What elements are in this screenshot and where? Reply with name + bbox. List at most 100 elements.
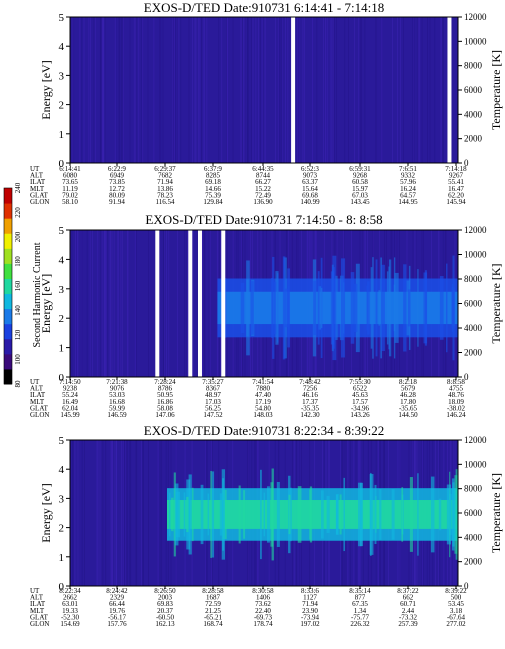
y-right-axis-label: Temperature [K] [489, 263, 503, 343]
texture-line [442, 17, 444, 163]
signal-band [167, 468, 459, 561]
texture-line [421, 17, 423, 163]
texture-line [197, 230, 199, 377]
band-streak [186, 496, 189, 533]
table-cell: 2003 [158, 594, 173, 602]
table-cell: 17.03 [205, 398, 221, 406]
band-streak [326, 495, 330, 534]
table-cell: 72.49 [255, 191, 271, 199]
table-cell: 17.57 [352, 398, 368, 406]
texture-line [412, 17, 414, 163]
band-streak [370, 267, 373, 349]
texture-line [72, 440, 74, 586]
texture-line [105, 230, 107, 377]
table-row-label: MLT [30, 398, 45, 406]
y-tick-label: 4 [59, 254, 65, 266]
texture-line [434, 17, 436, 163]
table-cell: 67.35 [352, 600, 368, 608]
texture-line [201, 230, 203, 377]
y-tick-label: 5 [59, 12, 65, 24]
texture-line [122, 440, 124, 586]
texture-line [188, 17, 190, 163]
table-row-label: ALT [30, 385, 44, 393]
texture-line [298, 17, 300, 163]
table-cell: 8:2:18 [399, 378, 417, 386]
table-cell: 73.62 [255, 600, 271, 608]
table-cell: 18.09 [448, 398, 464, 406]
table-cell: 8:8:58 [447, 378, 465, 386]
table-cell: 7:6:51 [399, 165, 417, 173]
colorbar-swatch [4, 353, 12, 370]
table-cell: 62.04 [62, 404, 78, 412]
colorbar-swatch [4, 248, 12, 264]
texture-line [136, 440, 138, 586]
table-cell: 22.40 [255, 607, 271, 615]
texture-line [141, 17, 143, 163]
texture-line [298, 17, 300, 163]
texture-line [102, 440, 104, 586]
texture-line [325, 17, 326, 163]
band-streak [284, 288, 289, 328]
band-streak [438, 498, 442, 531]
texture-line [84, 440, 85, 586]
table-cell: 6:37:9 [204, 165, 222, 173]
colorbar-swatch [4, 293, 12, 310]
texture-line [111, 440, 113, 586]
texture-line [184, 230, 186, 377]
table-cell: 146.59 [107, 411, 127, 419]
texture-line [403, 17, 404, 163]
y-right-tick-label: 6000 [464, 85, 483, 95]
texture-line [198, 17, 200, 163]
band-streak [388, 266, 390, 350]
texture-line [106, 230, 108, 377]
texture-line [245, 17, 246, 163]
colorbar-swatch [4, 368, 12, 385]
table-cell: 7:55:30 [349, 378, 371, 386]
texture-line [77, 230, 78, 377]
table-cell: 16.49 [62, 398, 78, 406]
texture-line [392, 17, 393, 163]
table-cell: 53.03 [109, 391, 125, 399]
texture-line [105, 230, 107, 377]
texture-line [336, 17, 337, 163]
table-cell: 877 [355, 594, 366, 602]
table-cell: 63.37 [302, 178, 318, 186]
texture-line [129, 17, 131, 163]
table-cell: 6:59:31 [349, 165, 371, 173]
table-cell: 9267 [449, 172, 464, 180]
table-cell: -34.96 [351, 404, 370, 412]
band-streak [313, 280, 317, 336]
band-streak [238, 485, 241, 544]
texture-line [102, 17, 103, 163]
texture-line [330, 17, 332, 163]
y-tick-label: 3 [59, 70, 65, 82]
texture-line [376, 17, 378, 163]
band-streak [287, 268, 290, 348]
colorbar-swatch [4, 233, 12, 249]
texture-line [303, 17, 305, 163]
table-cell: 57.96 [400, 178, 416, 186]
table-cell: 257.39 [398, 620, 418, 628]
texture-line [375, 17, 377, 163]
table-cell: 168.74 [203, 620, 223, 628]
texture-line [109, 230, 111, 377]
band-streak [273, 281, 277, 335]
texture-line [173, 17, 175, 163]
colorbar: 80 100 120 140 160 180 200 220 240 Second Harmoni… [3, 182, 43, 388]
texture-line [194, 17, 196, 163]
texture-line [143, 440, 144, 586]
texture-line [114, 440, 116, 586]
y-right-tick-label: 4000 [464, 109, 483, 119]
table-cell: 14.66 [205, 185, 221, 193]
panel-title: EXOS-D/TED Date:910731 7:14:50 - 8: 8:58 [145, 212, 382, 227]
y-axis-label: Energy [eV] [39, 483, 53, 542]
texture-line [159, 440, 161, 586]
colorbar-swatch [4, 323, 12, 340]
band-streak [260, 469, 262, 560]
table-cell: -67.64 [447, 613, 466, 621]
band-streak [246, 279, 249, 337]
table-cell: 9076 [110, 385, 125, 393]
table-cell: 16.68 [109, 398, 125, 406]
table-cell: 162.13 [155, 620, 175, 628]
band-streak [353, 283, 358, 333]
